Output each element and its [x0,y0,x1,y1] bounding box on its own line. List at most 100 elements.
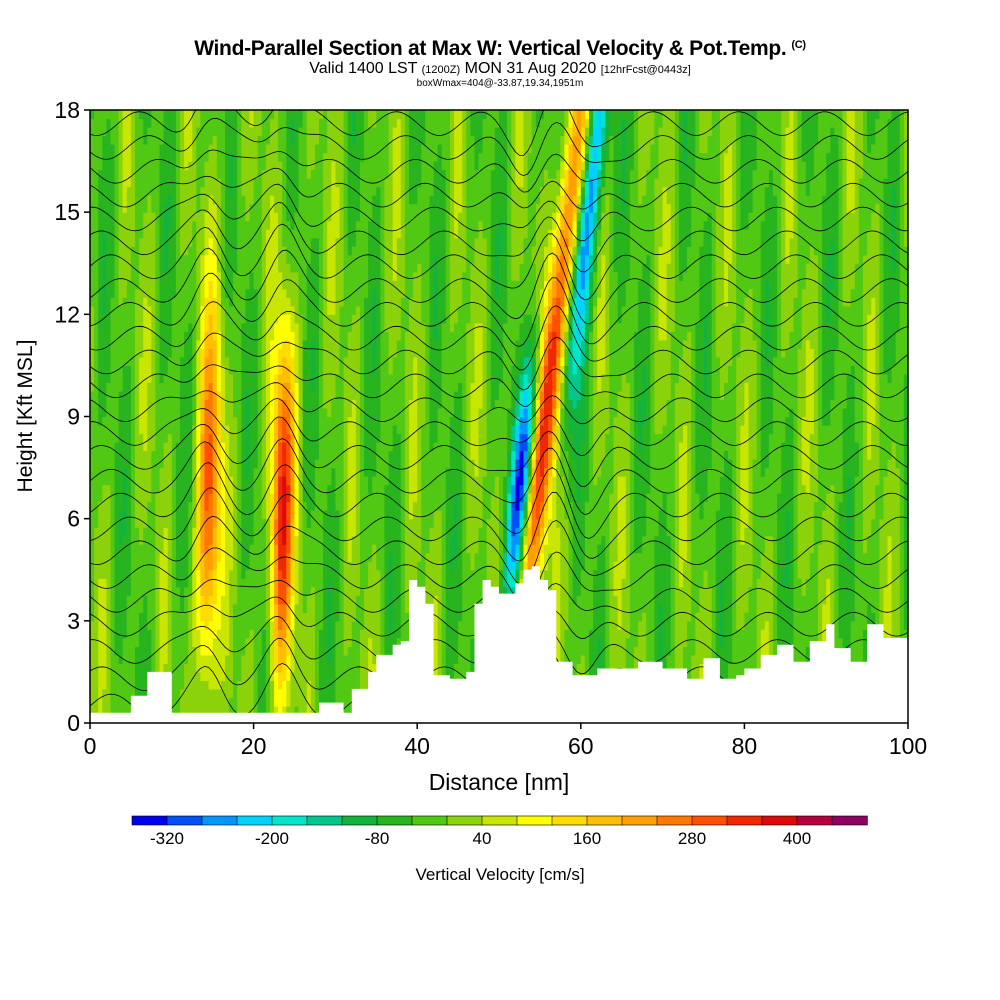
velocity-cell [192,671,197,681]
velocity-cell [192,459,197,469]
velocity-cell [118,280,124,290]
velocity-cell [257,459,263,469]
velocity-cell [130,467,136,477]
velocity-cell [282,229,287,239]
velocity-cell [257,493,263,503]
velocity-cell [310,654,316,664]
velocity-cell [114,450,120,460]
velocity-cell [143,373,148,383]
velocity-cell [147,305,152,315]
velocity-cell [188,561,193,571]
velocity-cell [229,246,234,256]
velocity-cell [261,425,267,435]
velocity-cell [143,144,148,154]
velocity-cell [175,552,181,562]
velocity-cell [208,706,214,716]
velocity-cell [331,280,336,290]
velocity-cell [310,476,316,486]
velocity-cell [359,356,365,366]
velocity-cell [106,297,112,307]
velocity-cell [122,382,128,392]
velocity-cell [286,212,291,222]
velocity-cell [102,501,107,511]
velocity-cell [278,603,283,613]
velocity-cell [188,501,193,511]
velocity-cell [151,578,156,588]
velocity-cell [114,459,120,469]
velocity-cell [130,237,136,247]
velocity-cell [343,246,349,256]
velocity-cell [368,203,373,213]
velocity-cell [339,331,345,341]
velocity-cell [327,365,332,375]
velocity-cell [151,484,156,494]
velocity-cell [331,127,336,137]
velocity-cell [282,195,287,205]
velocity-cell [200,169,206,179]
velocity-cell [319,697,324,707]
velocity-cell [188,578,193,588]
velocity-cell [339,203,345,213]
velocity-cell [339,297,345,307]
velocity-cell [306,544,312,554]
velocity-cell [294,501,300,511]
velocity-cell [347,271,353,281]
velocity-cell [143,612,148,622]
velocity-cell [98,450,103,460]
velocity-cell [359,629,365,639]
velocity-cell [286,467,291,477]
velocity-cell [180,263,185,273]
velocity-cell [327,527,332,537]
velocity-cell [175,416,181,426]
velocity-cell [122,629,128,639]
velocity-cell [265,246,271,256]
velocity-cell [315,620,320,630]
velocity-cell [118,425,124,435]
velocity-cell [278,561,283,571]
velocity-cell [351,569,357,579]
velocity-cell [241,144,246,154]
velocity-cell [253,688,259,698]
velocity-cell [355,484,361,494]
velocity-cell [151,527,156,537]
velocity-cell [278,433,283,443]
velocity-cell [171,305,177,315]
velocity-cell [130,586,136,596]
velocity-cell [306,612,312,622]
velocity-cell [270,212,275,222]
velocity-cell [253,476,259,486]
velocity-cell [290,178,296,188]
velocity-cell [302,561,308,571]
velocity-cell [290,595,296,605]
velocity-cell [147,161,152,171]
velocity-cell [315,595,320,605]
velocity-cell [225,339,230,349]
velocity-cell [135,271,140,281]
velocity-cell [135,603,140,613]
velocity-cell [290,671,296,681]
velocity-cell [229,671,234,681]
velocity-cell [257,178,263,188]
velocity-cell [290,612,296,622]
velocity-cell [241,271,246,281]
velocity-cell [372,595,377,605]
velocity-cell [347,399,353,409]
velocity-cell [225,246,230,256]
velocity-cell [364,135,369,145]
velocity-cell [171,467,177,477]
velocity-cell [192,254,197,264]
velocity-cell [270,331,275,341]
velocity-cell [155,467,161,477]
velocity-cell [245,263,251,273]
velocity-cell [135,476,140,486]
velocity-cell [306,535,312,545]
velocity-cell [351,578,357,588]
velocity-cell [302,203,308,213]
velocity-cell [188,314,193,324]
velocity-cell [188,348,193,358]
velocity-cell [90,365,95,375]
velocity-cell [229,212,234,222]
velocity-cell [249,671,255,681]
velocity-cell [229,450,234,460]
velocity-cell [208,493,214,503]
